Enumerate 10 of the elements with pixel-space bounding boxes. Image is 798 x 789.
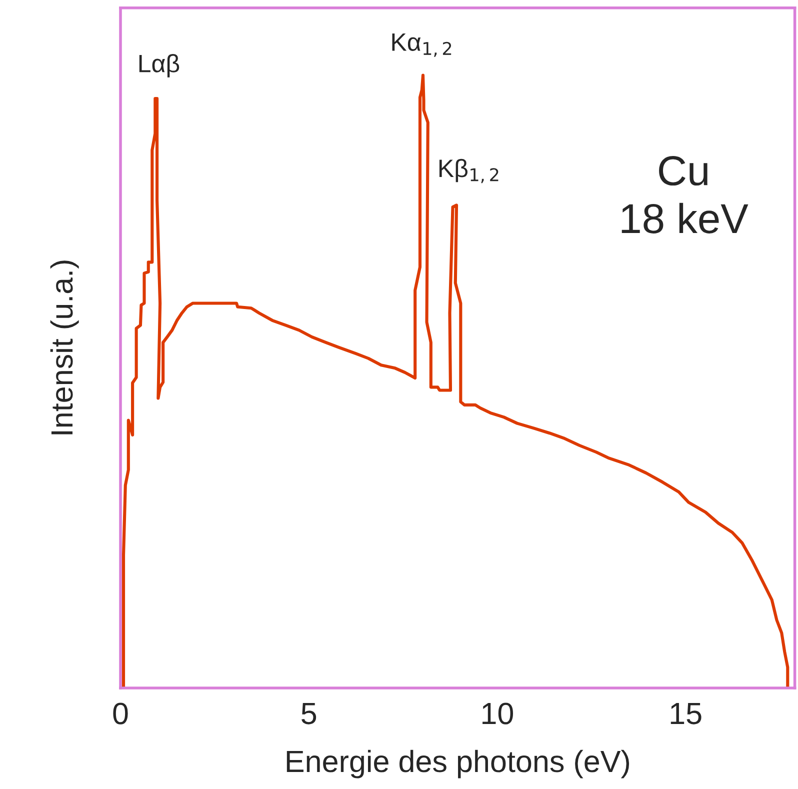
annotation: Kβ$_{1,2}$	[439, 158, 498, 184]
x-tick-label: 15	[670, 703, 702, 724]
annotation: Cu 18 keV	[622, 156, 748, 234]
x-tick-label: 5	[302, 703, 316, 724]
text: Kα$_{1,2}$	[392, 34, 452, 57]
annotation: Lαβ	[139, 54, 180, 78]
x-axis-title: Energie des photons (eV)	[286, 750, 630, 778]
x-tick-label: 0	[113, 702, 128, 724]
x-tick-label: 10	[482, 702, 514, 724]
y-axis-title: Intensit (u.a.)	[50, 260, 79, 434]
